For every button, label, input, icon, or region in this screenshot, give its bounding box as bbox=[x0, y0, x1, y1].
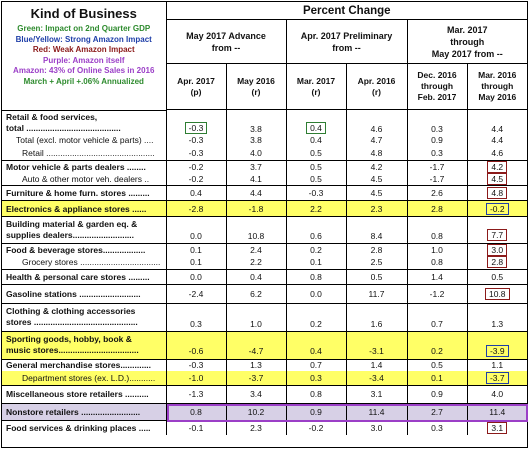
table-row: Auto & other motor veh. dealers .. -0.2 … bbox=[2, 172, 528, 186]
table-row: Grocery stores .........................… bbox=[2, 256, 528, 270]
legend-blue-yellow: Blue/Yellow: Strong Amazon Impact bbox=[15, 34, 152, 44]
weak-amazon-box: 7.7 bbox=[487, 229, 508, 241]
weak-amazon-box: 10.8 bbox=[484, 287, 510, 300]
table-row: Building material & garden eq. & supplies… bbox=[2, 216, 528, 244]
table-row: Gasoline stations ......................… bbox=[2, 284, 528, 304]
strong-amazon-box: -3.7 bbox=[485, 371, 509, 384]
strong-amazon-box: -0.2 bbox=[485, 202, 509, 215]
group-apr-2017-preliminary: Apr. 2017 Preliminary from -- bbox=[286, 19, 408, 64]
row-label-retail-food-total: Retail & food services, total ...........… bbox=[2, 110, 167, 134]
strong-amazon-box: -3.9 bbox=[485, 344, 509, 357]
weak-amazon-box: 3.0 bbox=[487, 244, 508, 256]
table-row: Health & personal care stores ......... … bbox=[2, 269, 528, 285]
group-mar-may-2017: Mar. 2017 through May 2017 from -- bbox=[407, 19, 528, 64]
col-mar-may-2016: Mar. 2016 through May 2016 bbox=[467, 63, 528, 110]
table-row: Retail & food services, total ...........… bbox=[2, 110, 527, 134]
gdp-impact-box: -0.3 bbox=[184, 122, 208, 134]
legend-amazon-share: Amazon: 43% of Online Sales in 2016 bbox=[13, 66, 155, 75]
kind-title: Kind of Business bbox=[30, 6, 137, 21]
col-dec-feb: Dec. 2016 through Feb. 2017 bbox=[407, 63, 468, 110]
weak-amazon-box: 4.8 bbox=[487, 187, 508, 199]
col-may-2016-r: May 2016 (r) bbox=[226, 63, 287, 110]
group-may-2017-advance: May 2017 Advance from -- bbox=[166, 19, 287, 64]
table-row: General merchandise stores............. … bbox=[2, 359, 527, 371]
table-row: Sporting goods, hobby, book & music store… bbox=[2, 331, 528, 360]
table-row: Food services & drinking places ..... -0… bbox=[2, 420, 527, 435]
table-row: Department stores (ex. L.D.)........... … bbox=[2, 371, 528, 386]
weak-amazon-box: 2.8 bbox=[487, 256, 508, 268]
table-row: Total (excl. motor vehicle & parts) ....… bbox=[2, 134, 527, 146]
weak-amazon-box: 4.2 bbox=[487, 160, 508, 173]
legend-green: Green: Impact on 2nd Quarter GDP bbox=[17, 24, 151, 33]
gdp-impact-box: 0.4 bbox=[306, 122, 326, 134]
legend-purple: Purple: Amazon itself bbox=[43, 55, 125, 65]
kind-of-business-header: Kind of Business Green: Impact on 2nd Qu… bbox=[2, 2, 167, 111]
table-row: Miscellaneous store retailers ..........… bbox=[2, 385, 528, 404]
legend-red: Red: Weak Amazon Impact bbox=[32, 45, 135, 54]
percent-change-title: Percent Change bbox=[166, 2, 528, 20]
legend-annualized: March + April +.06% Annualized bbox=[23, 76, 144, 86]
weak-amazon-box: 3.1 bbox=[487, 421, 508, 434]
table-row: Electronics & appliance stores ...... -2… bbox=[2, 200, 528, 217]
col-apr-2016-r: Apr. 2016 (r) bbox=[346, 63, 408, 110]
nonstore-row: Nonstore retailers .....................… bbox=[2, 403, 528, 421]
col-apr-2017-p: Apr. 2017 (p) bbox=[166, 63, 227, 110]
table-row: Furniture & home furn. stores ......... … bbox=[2, 185, 528, 201]
table-row: Food & beverage stores..................… bbox=[2, 243, 527, 256]
retail-sales-table: Kind of Business Green: Impact on 2nd Qu… bbox=[2, 2, 528, 435]
table-row: Motor vehicle & parts dealers ........ -… bbox=[2, 160, 527, 173]
col-mar-2017-r: Mar. 2017 (r) bbox=[286, 63, 347, 110]
table-row: Retail .................................… bbox=[2, 146, 528, 161]
table-row: Clothing & clothing accessories stores ..… bbox=[2, 303, 528, 332]
weak-amazon-box: 4.5 bbox=[487, 172, 508, 185]
